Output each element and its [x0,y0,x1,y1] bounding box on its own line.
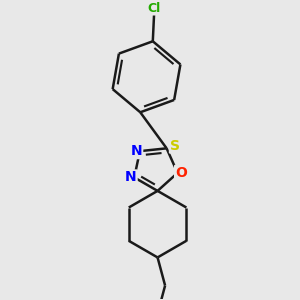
Text: S: S [170,139,180,153]
Text: N: N [125,170,136,184]
Text: O: O [175,166,187,180]
Text: N: N [130,144,142,158]
Text: Cl: Cl [148,2,161,14]
